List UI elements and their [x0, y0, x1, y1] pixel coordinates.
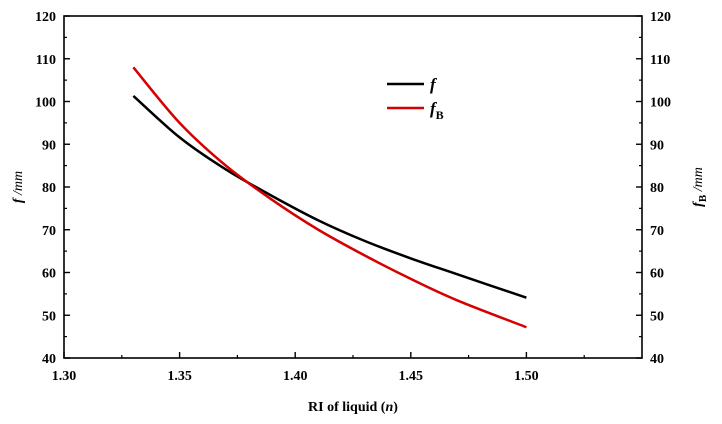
y-tick-label-right: 50 — [650, 309, 664, 324]
y-tick-label-left: 70 — [42, 224, 56, 239]
x-tick-label: 1.40 — [283, 369, 308, 384]
y-tick-label-left: 110 — [36, 53, 56, 68]
y-tick-label-left: 50 — [42, 309, 56, 324]
y-tick-label-right: 120 — [650, 10, 671, 25]
x-tick-label: 1.45 — [399, 369, 424, 384]
legend-label-fB: fB — [430, 99, 444, 122]
legend: f fB — [387, 75, 444, 122]
y-tick-label-right: 40 — [650, 352, 664, 367]
y-tick-label-right: 100 — [650, 96, 671, 111]
legend-label-f: f — [430, 75, 438, 94]
y-tick-label-right: 90 — [650, 138, 664, 153]
y-tick-label-right: 60 — [650, 267, 664, 282]
y-tick-label-left: 40 — [42, 352, 56, 367]
x-tick-label: 1.30 — [52, 369, 77, 384]
y-tick-label-right: 70 — [650, 224, 664, 239]
x-axis-label: RI of liquid (n) — [308, 400, 398, 415]
y-tick-label-left: 100 — [35, 96, 56, 111]
x-tick-label: 1.35 — [167, 369, 192, 384]
y-tick-label-left: 80 — [42, 181, 56, 196]
y-tick-label-right: 110 — [650, 53, 670, 68]
series-lines — [132, 66, 527, 329]
y-tick-label-left: 90 — [42, 138, 56, 153]
plot-frame — [63, 15, 643, 359]
y-axis-label-right: fB /mm — [691, 167, 709, 207]
y-tick-label-left: 120 — [35, 10, 56, 25]
x-tick-label: 1.50 — [514, 369, 539, 384]
series-line-f — [132, 95, 527, 299]
series-line-fB — [132, 66, 527, 329]
y-tick-label-left: 60 — [42, 267, 56, 282]
y-axis-label-left: f /mm — [11, 171, 26, 203]
axis-ticks: 1.30 1.35 1.40 1.45 1.50 40 40 50 50 60 60 70 70 80 80… — [35, 10, 671, 384]
y-tick-label-right: 80 — [650, 181, 664, 196]
